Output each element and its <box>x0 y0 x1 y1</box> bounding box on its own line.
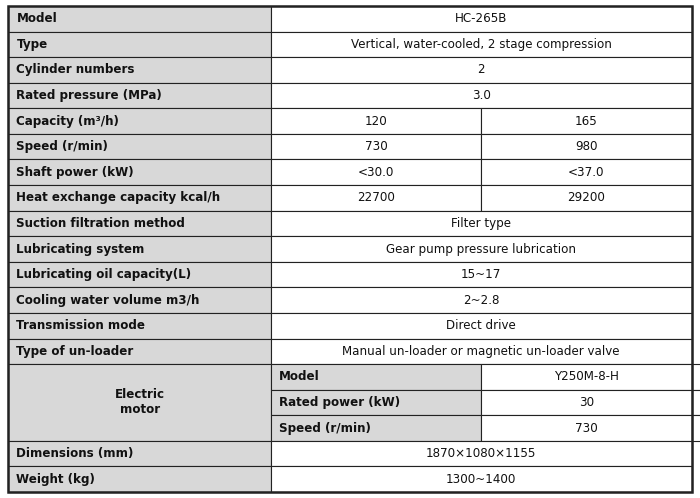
Text: Vertical, water-cooled, 2 stage compression: Vertical, water-cooled, 2 stage compress… <box>351 38 612 51</box>
Bar <box>481 415 692 441</box>
Text: 1870×1080×1155: 1870×1080×1155 <box>426 447 536 460</box>
Bar <box>271 6 692 31</box>
Text: 2~2.8: 2~2.8 <box>463 294 499 307</box>
Bar <box>8 236 271 262</box>
Text: 730: 730 <box>365 140 387 153</box>
Text: Manual un-loader or magnetic un-loader valve: Manual un-loader or magnetic un-loader v… <box>342 345 620 358</box>
Text: Direct drive: Direct drive <box>447 319 516 332</box>
Bar <box>271 415 481 441</box>
Bar <box>8 441 271 467</box>
Bar <box>8 211 271 236</box>
Text: 30: 30 <box>579 396 594 409</box>
Bar <box>692 364 700 390</box>
Bar <box>271 185 481 211</box>
Text: Lubricating system: Lubricating system <box>16 243 145 255</box>
Text: 3.0: 3.0 <box>472 89 491 102</box>
Text: Heat exchange capacity kcal/h: Heat exchange capacity kcal/h <box>16 191 220 204</box>
Text: 165: 165 <box>575 115 598 127</box>
Text: Gear pump pressure lubrication: Gear pump pressure lubrication <box>386 243 576 255</box>
Text: Suction filtration method: Suction filtration method <box>16 217 186 230</box>
Text: Y250M-8-H: Y250M-8-H <box>554 371 619 383</box>
Bar <box>271 236 692 262</box>
Bar <box>271 313 692 339</box>
Bar <box>271 83 692 108</box>
Bar <box>271 134 481 159</box>
Text: Type: Type <box>16 38 48 51</box>
Text: 2: 2 <box>477 63 485 76</box>
Bar <box>271 441 692 467</box>
Bar <box>481 390 692 415</box>
Bar <box>271 262 692 287</box>
Bar <box>271 467 692 492</box>
Text: Rated power (kW): Rated power (kW) <box>279 396 400 409</box>
Bar <box>8 287 271 313</box>
Bar <box>8 159 271 185</box>
Text: Filter type: Filter type <box>452 217 511 230</box>
Text: 22700: 22700 <box>357 191 395 204</box>
Text: Lubricating oil capacity(L): Lubricating oil capacity(L) <box>16 268 192 281</box>
Text: Electric
motor: Electric motor <box>115 388 164 416</box>
Text: <30.0: <30.0 <box>358 166 394 179</box>
Bar <box>8 57 271 83</box>
Bar <box>481 364 692 390</box>
Text: Dimensions (mm): Dimensions (mm) <box>16 447 134 460</box>
Text: Rated pressure (MPa): Rated pressure (MPa) <box>16 89 162 102</box>
Text: Cylinder numbers: Cylinder numbers <box>16 63 135 76</box>
Text: HC-265B: HC-265B <box>455 12 508 25</box>
Bar <box>271 108 481 134</box>
Bar <box>271 57 692 83</box>
Bar <box>692 390 700 415</box>
Bar <box>8 108 271 134</box>
Text: <37.0: <37.0 <box>568 166 605 179</box>
Bar <box>8 339 271 364</box>
Bar <box>271 159 481 185</box>
Text: Model: Model <box>16 12 57 25</box>
Bar <box>8 83 271 108</box>
Bar <box>692 415 700 441</box>
Bar <box>271 390 481 415</box>
Text: Capacity (m³/h): Capacity (m³/h) <box>16 115 119 127</box>
Text: 980: 980 <box>575 140 598 153</box>
Bar <box>271 211 692 236</box>
Bar <box>8 313 271 339</box>
Bar <box>8 467 271 492</box>
Text: Transmission mode: Transmission mode <box>16 319 146 332</box>
Text: Speed (r/min): Speed (r/min) <box>16 140 108 153</box>
Text: Type of un-loader: Type of un-loader <box>16 345 134 358</box>
Bar <box>481 185 692 211</box>
Bar <box>8 364 271 441</box>
Text: Speed (r/min): Speed (r/min) <box>279 422 370 435</box>
Bar <box>8 6 271 31</box>
Text: 29200: 29200 <box>568 191 606 204</box>
Text: 730: 730 <box>575 422 598 435</box>
Text: 1300~1400: 1300~1400 <box>446 473 517 486</box>
Bar <box>481 134 692 159</box>
Bar <box>481 108 692 134</box>
Text: Weight (kg): Weight (kg) <box>16 473 95 486</box>
Text: 15~17: 15~17 <box>461 268 501 281</box>
Bar <box>271 31 692 57</box>
Bar <box>8 31 271 57</box>
Bar <box>8 134 271 159</box>
Text: Model: Model <box>279 371 319 383</box>
Bar <box>8 262 271 287</box>
Text: 120: 120 <box>365 115 387 127</box>
Text: Shaft power (kW): Shaft power (kW) <box>16 166 134 179</box>
Text: Cooling water volume m3/h: Cooling water volume m3/h <box>16 294 199 307</box>
Bar <box>8 185 271 211</box>
Bar <box>271 364 481 390</box>
Bar <box>271 287 692 313</box>
Bar <box>481 159 692 185</box>
Bar <box>271 339 692 364</box>
